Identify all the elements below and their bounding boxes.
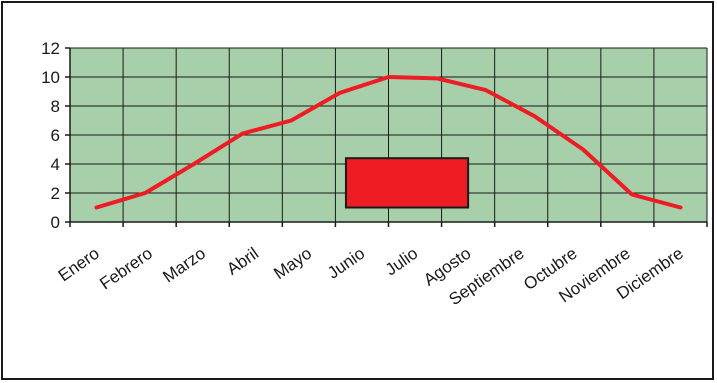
y-axis-ticks: 0 2 4 6 8 10 12 (41, 39, 70, 232)
x-category-label: Febrero (96, 244, 156, 294)
x-category-label: Junio (324, 244, 368, 283)
y-tick-label: 12 (41, 39, 60, 58)
x-category-label: Mayo (270, 244, 315, 283)
y-tick-label: 0 (51, 213, 60, 232)
y-tick-label: 2 (51, 184, 60, 203)
x-category-label: Enero (55, 244, 103, 286)
y-tick-label: 8 (51, 97, 60, 116)
y-tick-label: 10 (41, 68, 60, 87)
x-category-label: Julio (382, 244, 422, 280)
x-category-label: Marzo (159, 244, 209, 287)
x-category-label: Abril (223, 244, 262, 279)
y-tick-label: 6 (51, 126, 60, 145)
highlight-box (344, 157, 470, 209)
y-tick-label: 4 (51, 155, 60, 174)
series-line (94, 75, 683, 210)
